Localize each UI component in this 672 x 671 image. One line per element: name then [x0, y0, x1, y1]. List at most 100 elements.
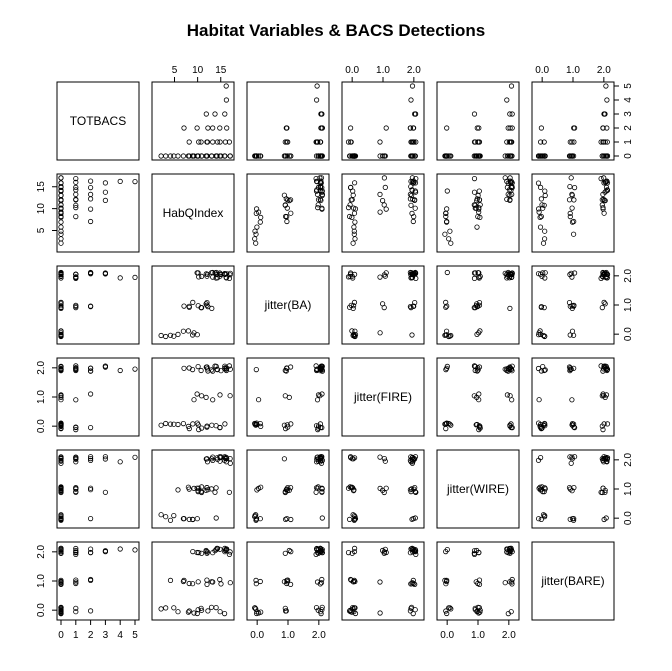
data-point	[599, 423, 605, 429]
data-point	[204, 459, 211, 465]
data-point	[508, 83, 515, 89]
variable-label: TOTBACS	[70, 114, 126, 128]
panel-3-5	[531, 357, 615, 437]
data-point	[601, 299, 607, 305]
data-point	[314, 366, 320, 372]
data-point	[58, 394, 64, 400]
panel-0-5	[531, 81, 615, 161]
data-point	[88, 368, 94, 374]
data-point	[315, 202, 321, 208]
data-point	[117, 546, 123, 552]
panel-1-2	[246, 173, 330, 253]
data-point	[190, 516, 196, 522]
data-point	[102, 549, 109, 555]
data-point	[223, 274, 229, 280]
data-point	[73, 191, 79, 197]
data-point	[158, 422, 164, 428]
data-point	[476, 139, 483, 145]
data-point	[58, 188, 64, 194]
data-point	[383, 270, 389, 276]
data-point	[509, 579, 515, 585]
data-point	[604, 97, 610, 103]
panel-5-3	[341, 541, 425, 621]
data-point	[314, 83, 320, 89]
data-point	[88, 218, 94, 225]
data-point	[73, 551, 79, 558]
data-point	[288, 421, 294, 427]
data-point	[73, 577, 79, 583]
panel-5-1	[151, 541, 235, 621]
data-point	[255, 485, 262, 491]
data-point	[190, 299, 196, 305]
data-point	[283, 125, 289, 131]
panel-1-5	[531, 173, 615, 253]
panel-4-2	[246, 449, 330, 529]
data-point	[281, 456, 287, 462]
data-point	[254, 224, 260, 230]
data-point	[73, 424, 79, 430]
data-point	[408, 486, 415, 492]
data-point	[351, 153, 358, 159]
data-point	[351, 180, 358, 186]
data-point	[58, 363, 64, 369]
tick-label: 0	[58, 630, 64, 641]
data-point	[537, 424, 544, 431]
data-point	[102, 180, 109, 186]
data-point	[190, 548, 196, 555]
data-point	[571, 139, 577, 145]
tick-label: 2.0	[502, 630, 516, 641]
data-point	[204, 139, 210, 145]
data-point	[542, 228, 548, 234]
data-point	[411, 580, 417, 587]
data-point	[212, 111, 218, 117]
data-point	[73, 197, 79, 203]
data-point	[504, 97, 510, 103]
data-point	[88, 185, 94, 191]
data-point	[541, 139, 547, 145]
tick-label: 1	[623, 139, 634, 145]
data-point	[253, 240, 259, 246]
data-point	[600, 125, 606, 131]
data-point	[447, 605, 453, 611]
data-point	[204, 424, 210, 430]
data-point	[407, 303, 413, 310]
data-point	[474, 368, 480, 374]
data-point	[258, 423, 264, 429]
data-point	[345, 549, 352, 556]
data-point	[204, 302, 210, 308]
data-point	[217, 546, 223, 552]
data-point	[535, 206, 542, 212]
data-point	[282, 550, 288, 556]
data-point	[217, 125, 223, 131]
data-point	[58, 610, 64, 617]
data-point	[505, 153, 511, 159]
tick-label: 1.0	[623, 298, 634, 312]
panel-1-3	[341, 173, 425, 253]
data-point	[203, 153, 209, 159]
tick-label: 1.0	[36, 574, 47, 588]
data-point	[569, 328, 576, 334]
data-point	[509, 576, 515, 583]
data-point	[476, 426, 482, 433]
data-point	[602, 489, 608, 495]
data-point	[474, 608, 480, 614]
data-point	[190, 421, 196, 427]
data-point	[601, 111, 607, 117]
data-point	[73, 579, 79, 585]
data-point	[412, 607, 418, 613]
data-point	[443, 153, 449, 159]
data-point	[213, 604, 219, 611]
data-point	[541, 367, 547, 374]
data-point	[600, 426, 606, 433]
data-point	[347, 202, 353, 208]
data-point	[190, 332, 196, 338]
data-point	[319, 391, 325, 397]
data-point	[476, 125, 482, 131]
data-point	[58, 457, 64, 463]
data-point	[540, 205, 546, 211]
data-point	[186, 608, 192, 614]
data-point	[167, 153, 174, 159]
data-point	[319, 604, 325, 610]
data-point	[443, 299, 449, 305]
data-point	[471, 275, 478, 281]
